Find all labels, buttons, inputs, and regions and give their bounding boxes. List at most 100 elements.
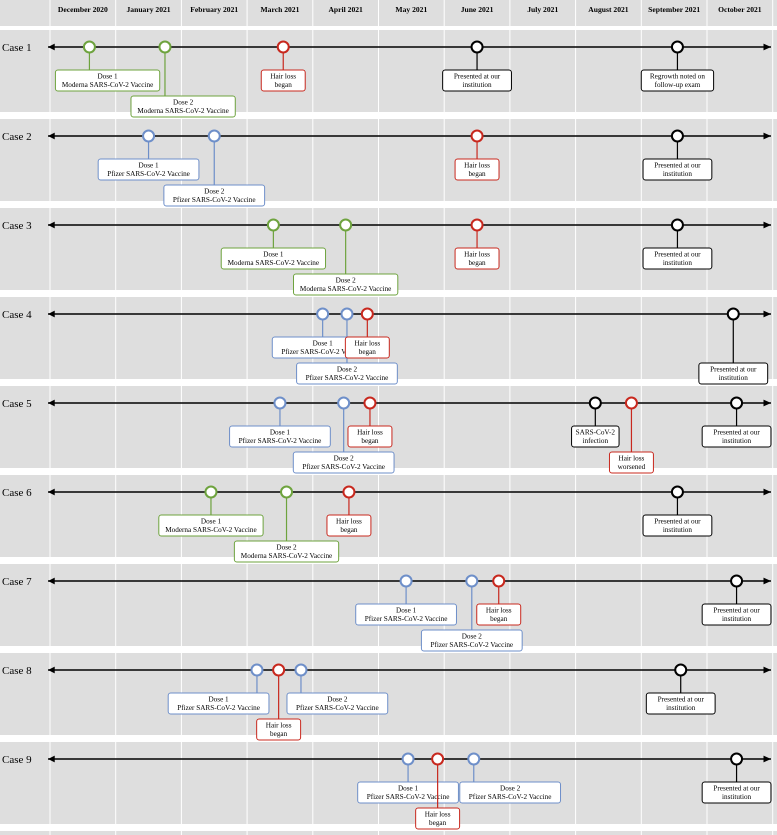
event-marker bbox=[730, 752, 744, 766]
event-label-box bbox=[97, 158, 200, 181]
month-label: December 2020 bbox=[58, 5, 108, 14]
event-marker bbox=[273, 396, 287, 410]
event-label-text: began bbox=[429, 819, 447, 827]
event-marker bbox=[401, 752, 415, 766]
event-label-text: began bbox=[490, 615, 508, 623]
event-label-box bbox=[347, 425, 393, 448]
month-label: March 2021 bbox=[261, 5, 300, 14]
event-marker bbox=[730, 574, 744, 588]
event-marker bbox=[730, 396, 744, 410]
event-label-text: began bbox=[468, 170, 486, 178]
event-label-text: Dose 2 bbox=[276, 544, 297, 552]
event-label-text: Pfizer SARS-CoV-2 Vaccine bbox=[296, 704, 379, 712]
event-label-text: began bbox=[275, 81, 293, 89]
event-marker bbox=[467, 752, 481, 766]
event-label-text: began bbox=[270, 730, 288, 738]
event-label-text: Pfizer SARS-CoV-2 Vaccine bbox=[107, 170, 190, 178]
case-label: Case 6 bbox=[2, 487, 32, 499]
band-gap bbox=[0, 26, 777, 30]
event-label-text: Dose 1 bbox=[396, 607, 417, 615]
event-marker bbox=[280, 485, 294, 499]
event-label-box bbox=[163, 184, 266, 207]
case-label: Case 4 bbox=[2, 309, 32, 321]
event-marker bbox=[340, 307, 354, 321]
event-label-box bbox=[158, 514, 264, 537]
band-gap bbox=[0, 735, 777, 742]
event-marker bbox=[142, 129, 156, 143]
event-label-box bbox=[642, 514, 713, 537]
event-label-text: institution bbox=[722, 793, 752, 801]
event-label-box bbox=[233, 540, 340, 563]
month-label: February 2021 bbox=[190, 5, 238, 14]
event-label-text: institution bbox=[722, 615, 752, 623]
event-label-box bbox=[293, 273, 399, 296]
event-label-text: institution bbox=[722, 437, 752, 445]
band-gap bbox=[0, 557, 777, 564]
event-label-text: Pfizer SARS-CoV-2 Vaccine bbox=[469, 793, 552, 801]
event-label-text: Dose 2 bbox=[336, 277, 357, 285]
event-marker bbox=[207, 129, 221, 143]
event-label-text: Dose 2 bbox=[337, 366, 358, 374]
event-marker bbox=[337, 396, 351, 410]
month-header-band bbox=[0, 0, 777, 26]
event-label-text: Regrowth noted on bbox=[650, 73, 706, 81]
event-label-text: began bbox=[359, 348, 377, 356]
event-label-box bbox=[454, 158, 500, 181]
event-label-text: Pfizer SARS-CoV-2 Vaccine bbox=[302, 463, 385, 471]
event-label-box bbox=[292, 451, 395, 474]
event-label-text: Moderna SARS-CoV-2 Vaccine bbox=[62, 81, 153, 89]
event-marker bbox=[624, 396, 638, 410]
event-label-box bbox=[286, 692, 389, 715]
event-label-text: institution bbox=[666, 704, 696, 712]
event-label-box bbox=[420, 629, 523, 652]
event-marker bbox=[470, 129, 484, 143]
event-label-box bbox=[357, 781, 459, 804]
event-label-text: Moderna SARS-CoV-2 Vaccine bbox=[300, 285, 391, 293]
event-marker bbox=[250, 663, 264, 677]
event-label-text: Dose 1 bbox=[138, 162, 159, 170]
event-marker bbox=[670, 129, 684, 143]
event-label-text: follow-up exam bbox=[655, 81, 701, 89]
event-label-text: Dose 1 bbox=[270, 429, 291, 437]
event-label-text: Pfizer SARS-CoV-2 Vaccine bbox=[365, 615, 448, 623]
event-marker bbox=[492, 574, 506, 588]
event-marker bbox=[670, 40, 684, 54]
event-label-text: Pfizer SARS-CoV-2 Vaccine bbox=[239, 437, 322, 445]
event-label-text: Dose 2 bbox=[327, 696, 348, 704]
event-label-text: Hair loss bbox=[619, 455, 645, 463]
event-label-text: Pfizer SARS-CoV-2 Vaccine bbox=[173, 196, 256, 204]
event-label-box bbox=[701, 781, 772, 804]
event-label-text: Hair loss bbox=[464, 251, 490, 259]
event-marker bbox=[465, 574, 479, 588]
case-label: Case 5 bbox=[2, 398, 32, 410]
event-marker bbox=[363, 396, 377, 410]
event-label-text: Dose 1 bbox=[313, 340, 334, 348]
event-label-text: Dose 1 bbox=[201, 518, 222, 526]
event-label-text: Hair loss bbox=[425, 811, 451, 819]
event-label-text: Dose 1 bbox=[97, 73, 118, 81]
event-marker bbox=[399, 574, 413, 588]
event-label-box bbox=[459, 781, 562, 804]
